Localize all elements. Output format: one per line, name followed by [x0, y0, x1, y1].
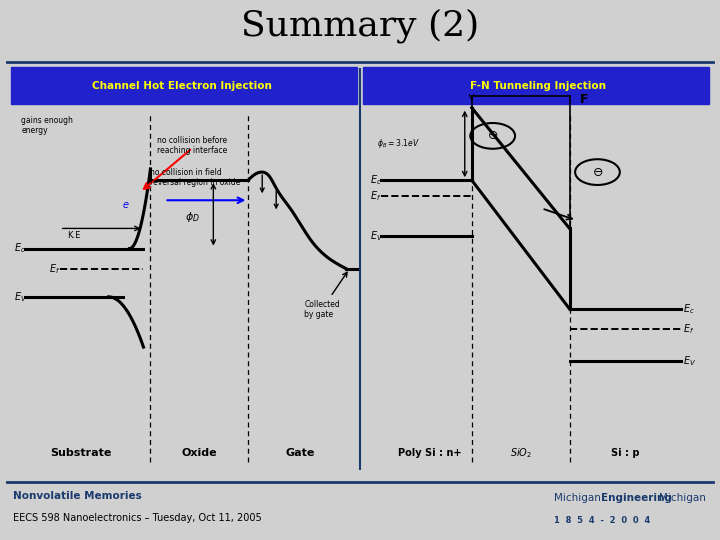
Text: Si : p: Si : p — [611, 448, 639, 458]
Text: $\phi_D$: $\phi_D$ — [186, 211, 200, 225]
Bar — [11, 68, 356, 104]
Text: Oxide: Oxide — [181, 448, 217, 458]
Text: Poly Si : n+: Poly Si : n+ — [398, 448, 462, 458]
Text: EECS 598 Nanoelectronics – Tuesday, Oct 11, 2005: EECS 598 Nanoelectronics – Tuesday, Oct … — [13, 512, 261, 523]
Text: $E_f$: $E_f$ — [683, 322, 695, 336]
Bar — [364, 68, 709, 104]
Text: $SiO_2$: $SiO_2$ — [510, 446, 531, 460]
Text: $E_f$: $E_f$ — [49, 262, 60, 275]
Text: Summary (2): Summary (2) — [241, 8, 479, 43]
Text: Gate: Gate — [286, 448, 315, 458]
Text: Engineering: Engineering — [601, 493, 672, 503]
Text: Nonvolatile Memories: Nonvolatile Memories — [13, 491, 142, 502]
Text: $E_V$: $E_V$ — [683, 354, 696, 368]
Text: $E_c$: $E_c$ — [683, 302, 695, 316]
Text: e: e — [122, 200, 129, 210]
Text: no collision before
reaching interface: no collision before reaching interface — [158, 136, 228, 156]
Text: $\ominus$: $\ominus$ — [487, 130, 498, 143]
Text: $\ominus$: $\ominus$ — [592, 166, 603, 179]
Text: no collision in field
reversal region in oxide: no collision in field reversal region in… — [150, 168, 241, 187]
Text: K.E: K.E — [67, 232, 80, 240]
Text: Michigan: Michigan — [554, 493, 601, 503]
Text: $E_V$: $E_V$ — [371, 230, 384, 244]
Text: gains enough
energy: gains enough energy — [22, 116, 73, 135]
Text: F: F — [580, 93, 588, 106]
Text: $E_c$: $E_c$ — [14, 241, 26, 255]
Text: Michigan: Michigan — [659, 493, 706, 503]
Text: 1  8  5  4  -  2  0  0  4: 1 8 5 4 - 2 0 0 4 — [554, 516, 651, 525]
Text: $E_V$: $E_V$ — [14, 290, 27, 303]
Text: Substrate: Substrate — [50, 448, 112, 458]
Text: $\phi_B=3.1eV$: $\phi_B=3.1eV$ — [377, 138, 420, 151]
Text: $E_c$: $E_c$ — [371, 173, 382, 187]
Text: Channel Hot Electron Injection: Channel Hot Electron Injection — [92, 80, 272, 91]
Text: Collected
by gate: Collected by gate — [304, 272, 347, 319]
Text: F-N Tunneling Injection: F-N Tunneling Injection — [470, 80, 606, 91]
Text: $E_f$: $E_f$ — [371, 190, 382, 203]
